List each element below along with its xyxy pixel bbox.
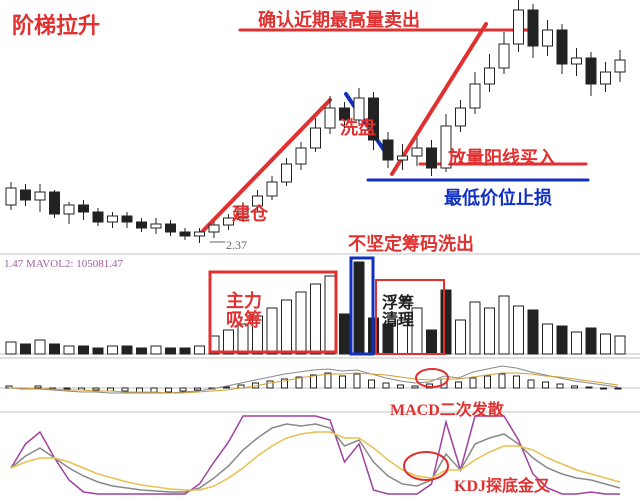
volume-info-label: 1.47 MAVOL2: 105081.47 <box>4 258 123 270</box>
annotation-text: 建仓 <box>232 200 268 226</box>
stock-chart-stage: 阶梯拉升 1.47 MAVOL2: 105081.47 2.37 确认近期最高量… <box>0 0 640 504</box>
annotation-text: 最低价位止损 <box>444 184 552 210</box>
price-mark-label: 2.37 <box>226 238 247 253</box>
annotation-text: 浮筹 清理 <box>382 296 414 330</box>
annotation-text: 不坚定筹码洗出 <box>348 230 474 256</box>
annotation-text: KDJ探底金叉 <box>454 472 550 496</box>
title-label: 阶梯拉升 <box>12 8 100 40</box>
annotation-text: 主力 吸筹 <box>226 292 262 330</box>
annotation-text: 放量阳线买入 <box>448 144 556 170</box>
chart-svg <box>0 0 640 504</box>
annotation-text: 确认近期最高量卖出 <box>258 6 420 32</box>
annotation-text: MACD二次发散 <box>390 396 504 420</box>
annotation-text: 洗盘 <box>340 114 376 140</box>
